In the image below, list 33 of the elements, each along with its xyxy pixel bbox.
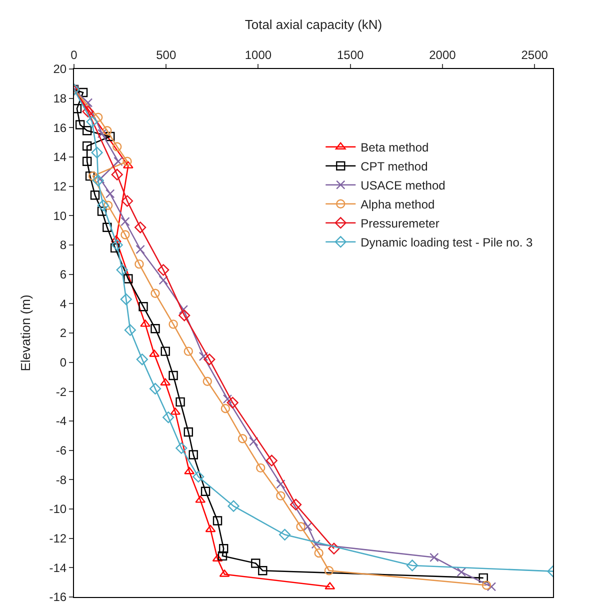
y-tick-label: 10	[53, 208, 67, 223]
x-tick-label: 0	[70, 48, 78, 62]
legend-label: Pressuremeter	[360, 216, 440, 231]
legend-label: Beta method	[360, 140, 429, 155]
y-tick-label: -10	[49, 502, 67, 516]
x-tick-label: 1500	[337, 48, 364, 62]
y-tick-label: 6	[60, 268, 67, 282]
legend-label: USACE method	[360, 178, 446, 193]
y-tick-label: 0	[60, 356, 67, 370]
x-tick-label: 2000	[429, 48, 456, 62]
x-tick-label: 1000	[244, 48, 272, 62]
y-tick-label: 18	[53, 92, 67, 106]
y-tick-label: -2	[56, 384, 67, 399]
x-tick-label: 2500	[521, 48, 548, 62]
legend-label: CPT method	[360, 160, 428, 174]
y-tick-label: -12	[49, 532, 67, 546]
y-tick-label: -14	[49, 560, 67, 575]
y-tick-label: -4	[56, 414, 67, 428]
y-tick-label: 16	[53, 120, 67, 135]
y-tick-label: -16	[49, 590, 67, 604]
y-tick-label: 20	[53, 62, 67, 76]
y-tick-label: 4	[60, 296, 67, 311]
y-tick-label: -6	[56, 444, 67, 458]
y-tick-label: 2	[60, 326, 67, 340]
legend-label: Alpha method	[360, 198, 435, 212]
y-tick-label: 14	[53, 150, 67, 164]
y-tick-label: 8	[60, 238, 67, 252]
x-tick-label: 500	[156, 48, 176, 62]
legend-label: Dynamic loading test - Pile no. 3	[360, 236, 534, 250]
y-tick-label: 12	[53, 180, 67, 194]
y-tick-label: -8	[56, 472, 67, 487]
y-axis-title: Elevation (m)	[18, 294, 34, 372]
x-axis-title: Total axial capacity (kN)	[244, 17, 382, 32]
